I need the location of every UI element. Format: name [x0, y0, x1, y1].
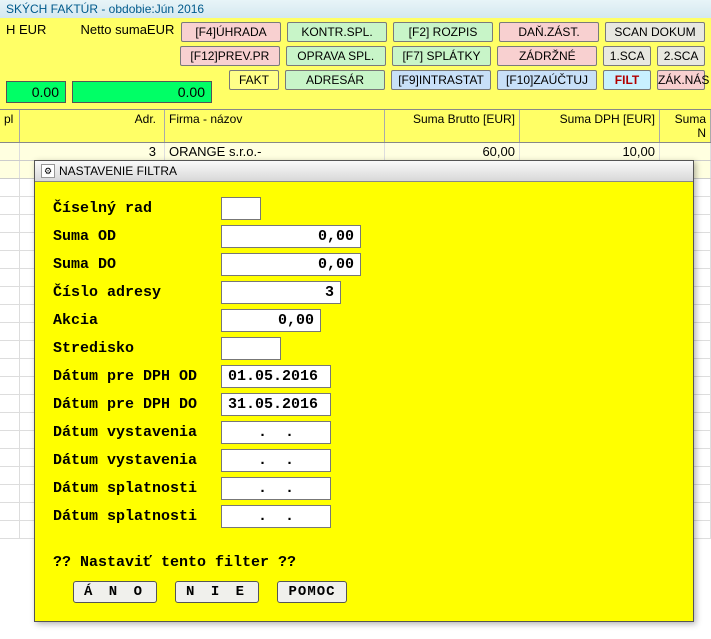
dialog-prompt: ?? Nastaviť tento filter ?? — [53, 554, 675, 571]
label-datum-vyst-1: Dátum vystavenia — [53, 424, 221, 441]
sca2-button[interactable]: 2.SCA — [657, 46, 705, 66]
input-datum-dph-do[interactable] — [221, 393, 331, 416]
label-cislo-adresy: Číslo adresy — [53, 284, 221, 301]
label-netto: Netto sumaEUR — [80, 22, 174, 37]
col-dph: Suma DPH [EUR] — [520, 110, 660, 142]
col-pl: pl — [0, 110, 20, 142]
input-ciselny-rad[interactable] — [221, 197, 261, 220]
table-row[interactable]: 3ORANGE s.r.o.-60,0010,00 — [0, 143, 711, 161]
table-header: pl Adr. Firma - názov Suma Brutto [EUR] … — [0, 109, 711, 143]
label-h-eur: H EUR — [6, 22, 46, 37]
input-datum-vyst-1[interactable] — [221, 421, 331, 444]
label-datum-vyst-2: Dátum vystavenia — [53, 452, 221, 469]
input-suma-do[interactable] — [221, 253, 361, 276]
fakt-button[interactable]: FAKT — [229, 70, 279, 90]
zaknas-button[interactable]: ZÁK.NÁS — [657, 70, 705, 90]
col-adr: Adr. — [20, 110, 165, 142]
zauctuj-button[interactable]: [F10]ZAÚČTUJ — [497, 70, 597, 90]
kontrspl-button[interactable]: KONTR.SPL. — [287, 22, 387, 42]
label-suma-do: Suma DO — [53, 256, 221, 273]
danzast-button[interactable]: DAŇ.ZÁST. — [499, 22, 599, 42]
nie-button[interactable]: N I E — [175, 581, 259, 603]
zadrzne-button[interactable]: ZÁDRŽNÉ — [497, 46, 597, 66]
intrastat-button[interactable]: [F9]INTRASTAT — [391, 70, 491, 90]
col-netto: Suma N — [660, 110, 711, 142]
col-brutto: Suma Brutto [EUR] — [385, 110, 520, 142]
value-box-1: 0.00 — [6, 81, 66, 103]
input-datum-vyst-2[interactable] — [221, 449, 331, 472]
label-ciselny-rad: Číselný rad — [53, 200, 221, 217]
input-akcia[interactable] — [221, 309, 321, 332]
dialog-icon: ⚙ — [41, 164, 55, 178]
input-datum-spl-2[interactable] — [221, 505, 331, 528]
dialog-title-text: NASTAVENIE FILTRA — [59, 164, 177, 178]
input-stredisko[interactable] — [221, 337, 281, 360]
input-datum-spl-1[interactable] — [221, 477, 331, 500]
label-datum-dph-do: Dátum pre DPH DO — [53, 396, 221, 413]
pomoc-button[interactable]: POMOC — [277, 581, 347, 603]
label-datum-spl-2: Dátum splatnosti — [53, 508, 221, 525]
label-suma-od: Suma OD — [53, 228, 221, 245]
input-cislo-adresy[interactable] — [221, 281, 341, 304]
label-datum-dph-od: Dátum pre DPH OD — [53, 368, 221, 385]
uhrada-button[interactable]: [F4]ÚHRADA — [181, 22, 281, 42]
col-firma: Firma - názov — [165, 110, 385, 142]
filt-button[interactable]: FILT — [603, 70, 651, 90]
label-akcia: Akcia — [53, 312, 221, 329]
sca1-button[interactable]: 1.SCA — [603, 46, 651, 66]
splatky-button[interactable]: [F7] SPLÁTKY — [392, 46, 492, 66]
label-datum-spl-1: Dátum splatnosti — [53, 480, 221, 497]
adresar-button[interactable]: ADRESÁR — [285, 70, 385, 90]
scandokum-button[interactable]: SCAN DOKUM — [605, 22, 705, 42]
prevpr-button[interactable]: [F12]PREV.PR — [180, 46, 280, 66]
filter-dialog: ⚙ NASTAVENIE FILTRA Číselný rad Suma OD … — [34, 160, 694, 622]
window-title: SKÝCH FAKTÚR - obdobie:Jún 2016 — [0, 0, 711, 18]
opravaspl-button[interactable]: OPRAVA SPL. — [286, 46, 386, 66]
ano-button[interactable]: Á N O — [73, 581, 157, 603]
rozpis-button[interactable]: [F2] ROZPIS — [393, 22, 493, 42]
dialog-titlebar[interactable]: ⚙ NASTAVENIE FILTRA — [35, 161, 693, 182]
input-datum-dph-od[interactable] — [221, 365, 331, 388]
label-stredisko: Stredisko — [53, 340, 221, 357]
input-suma-od[interactable] — [221, 225, 361, 248]
